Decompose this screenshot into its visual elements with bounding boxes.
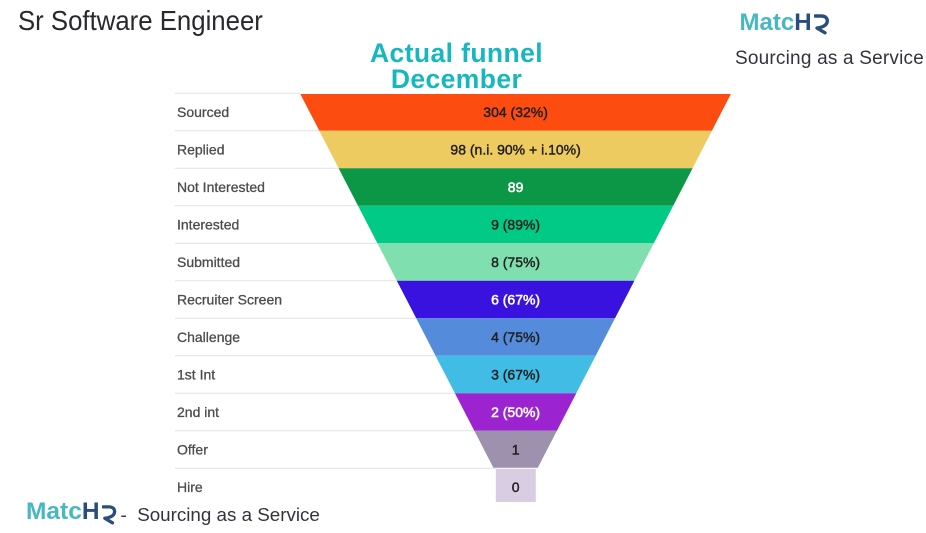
svg-text:2 (50%): 2 (50%) xyxy=(491,404,540,420)
svg-text:Not Interested: Not Interested xyxy=(177,179,265,195)
svg-text:Replied: Replied xyxy=(177,142,224,158)
svg-text:Challenge: Challenge xyxy=(177,329,240,345)
svg-text:Recruiter Screen: Recruiter Screen xyxy=(177,292,282,308)
svg-text:98 (n.i. 90% + i.10%): 98 (n.i. 90% + i.10%) xyxy=(450,142,580,158)
svg-text:Offer: Offer xyxy=(177,442,208,458)
svg-text:3 (67%): 3 (67%) xyxy=(491,367,540,383)
svg-text:6 (67%): 6 (67%) xyxy=(491,292,540,308)
svg-text:Interested: Interested xyxy=(177,217,239,233)
svg-text:4 (75%): 4 (75%) xyxy=(491,329,540,345)
svg-text:Sourced: Sourced xyxy=(177,104,229,120)
svg-text:1st Int: 1st Int xyxy=(177,367,215,383)
svg-text:0: 0 xyxy=(512,479,520,495)
svg-text:2nd int: 2nd int xyxy=(177,404,219,420)
svg-text:89: 89 xyxy=(508,179,524,195)
svg-text:1: 1 xyxy=(512,442,520,458)
svg-text:Submitted: Submitted xyxy=(177,254,240,270)
svg-text:8 (75%): 8 (75%) xyxy=(491,254,540,270)
svg-text:304 (32%): 304 (32%) xyxy=(483,104,548,120)
svg-text:Hire: Hire xyxy=(177,479,203,495)
svg-text:9 (89%): 9 (89%) xyxy=(491,217,540,233)
